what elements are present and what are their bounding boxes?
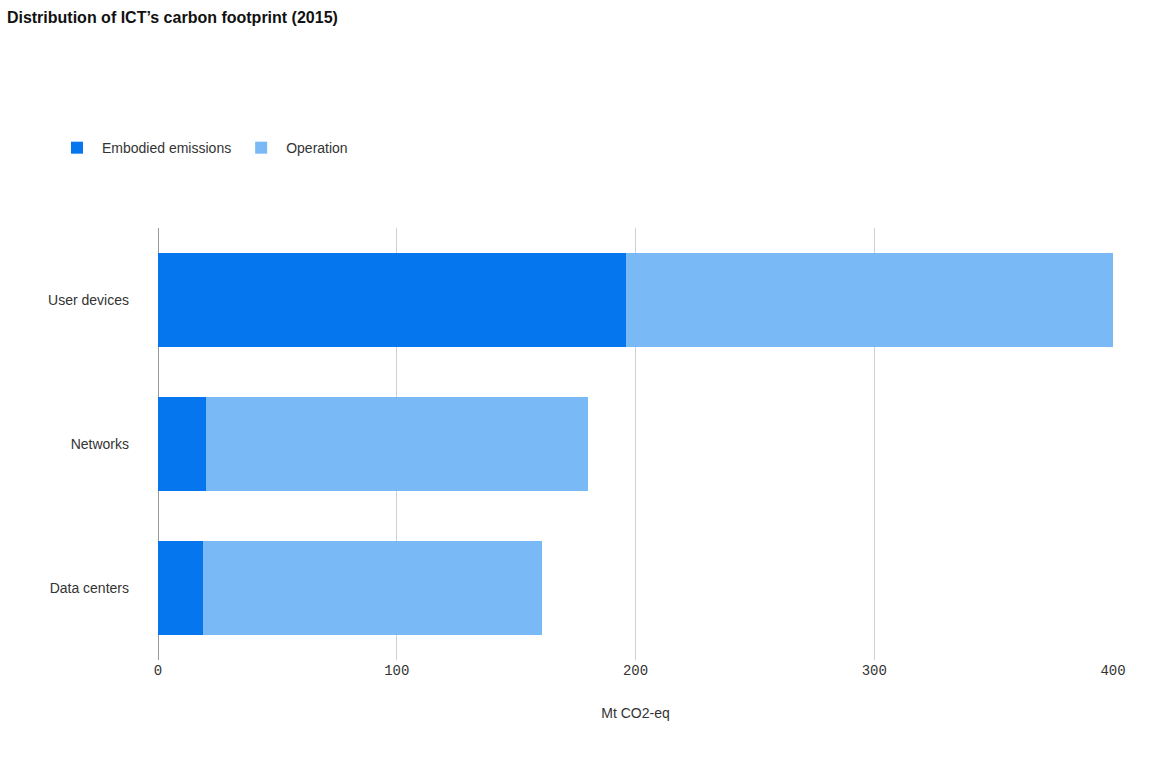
svg-text:400: 400: [1100, 663, 1125, 679]
svg-text:200: 200: [623, 663, 648, 679]
svg-text:Mt CO2-eq: Mt CO2-eq: [601, 705, 669, 721]
svg-text:User devices: User devices: [48, 292, 129, 308]
svg-text:Data centers: Data centers: [50, 580, 129, 596]
svg-text:Distribution of ICT’s carbon f: Distribution of ICT’s carbon footprint (…: [7, 9, 338, 26]
svg-text:Networks: Networks: [71, 436, 129, 452]
svg-text:100: 100: [384, 663, 409, 679]
svg-text:Embodied emissions: Embodied emissions: [102, 140, 231, 156]
svg-text:300: 300: [862, 663, 887, 679]
svg-text:0: 0: [154, 663, 162, 679]
svg-text:Operation: Operation: [286, 140, 347, 156]
